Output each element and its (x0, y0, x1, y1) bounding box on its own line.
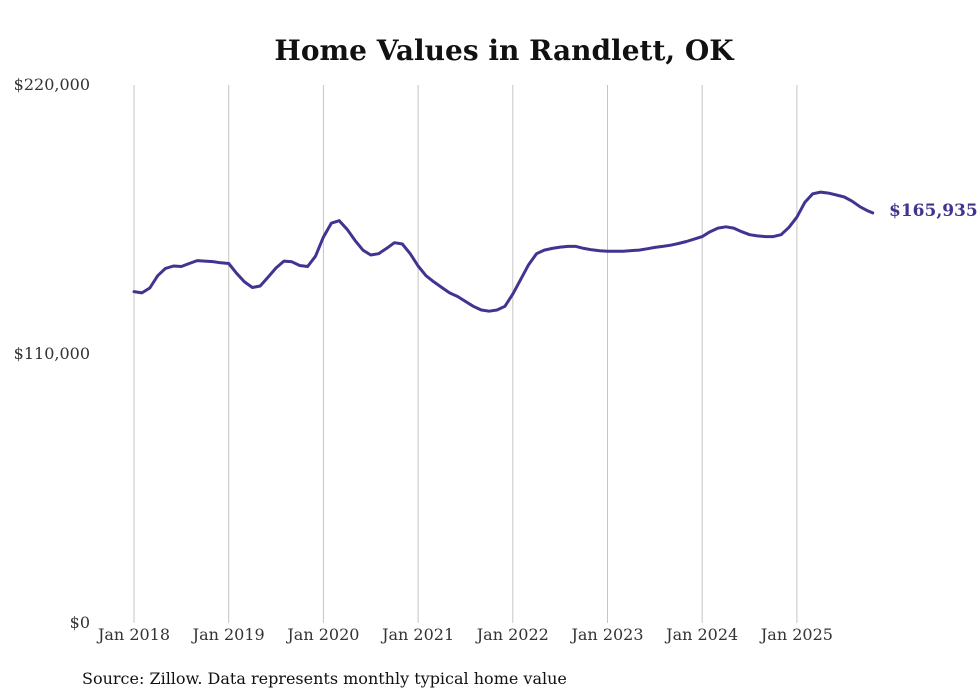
source-note: Source: Zillow. Data represents monthly … (82, 669, 567, 688)
x-tick-label: Jan 2022 (475, 625, 549, 644)
x-tick-label: Jan 2023 (569, 625, 643, 644)
y-tick-label: $110,000 (14, 344, 90, 363)
end-value-label: $165,935 (889, 201, 978, 221)
y-axis-ticks: $0 $110,000 $220,000 (14, 75, 90, 632)
x-tick-label: Jan 2020 (285, 625, 359, 644)
x-tick-label: Jan 2021 (380, 625, 454, 644)
x-tick-label: Jan 2024 (664, 625, 738, 644)
x-axis-ticks: Jan 2018 Jan 2019 Jan 2020 Jan 2021 Jan 2022… (96, 625, 833, 644)
chart-title: Home Values in Randlett, OK (274, 34, 735, 67)
x-tick-label: Jan 2019 (191, 625, 265, 644)
grid-lines (133, 85, 798, 623)
y-tick-label: $220,000 (14, 75, 90, 94)
y-tick-label: $0 (70, 613, 90, 632)
x-tick-label: Jan 2025 (759, 625, 833, 644)
x-tick-label: Jan 2018 (96, 625, 170, 644)
series-line-typical-home-value (132, 190, 875, 313)
